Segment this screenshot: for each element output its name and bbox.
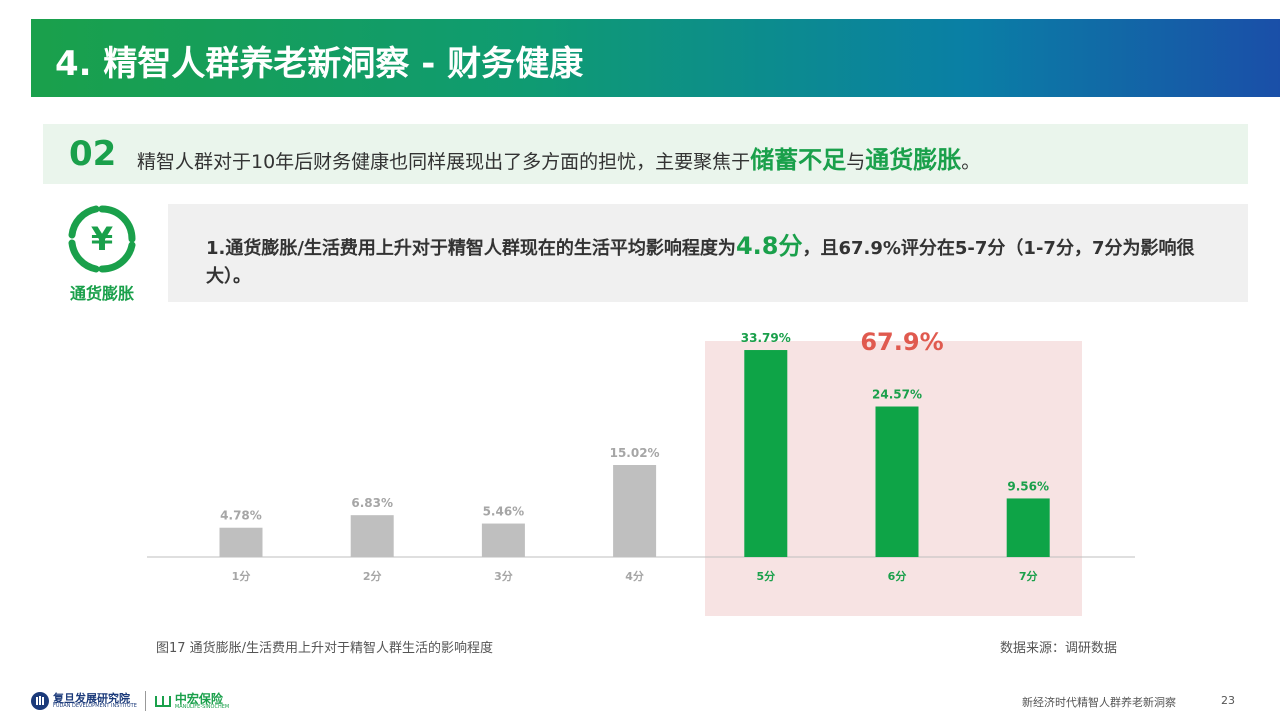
manulife-name: 中宏保险: [174, 691, 223, 706]
page-number: 23: [1221, 694, 1235, 707]
bar-6: [875, 406, 919, 557]
page-title: 4. 精智人群养老新洞察 - 财务健康: [55, 44, 584, 84]
fudan-logo: 复旦发展研究院 FUDAN DEVELOPMENT INSTITUTE: [30, 691, 137, 711]
bar-5: [744, 350, 788, 557]
subtitle-after: 。: [961, 151, 981, 173]
value-label-5: 33.79%: [741, 331, 791, 345]
tick-label-2: 2分: [363, 569, 382, 583]
tick-label-3: 3分: [494, 569, 513, 583]
subtitle-highlight-savings: 储蓄不足: [750, 146, 847, 174]
subtitle-connector: 与: [846, 151, 866, 173]
section-number: 02: [69, 134, 117, 174]
figure-caption: 图17 通货膨胀/生活费用上升对于精智人群生活的影响程度: [156, 641, 494, 656]
footer-logos: 复旦发展研究院 FUDAN DEVELOPMENT INSTITUTE 中宏保险…: [30, 688, 229, 714]
manulife-logo: 中宏保险 MANULIFE-SINOCHEM: [154, 692, 229, 710]
highlight-total-label: 67.9%: [860, 328, 943, 356]
header-banner: 4. 精智人群养老新洞察 - 财务健康: [31, 19, 1280, 97]
tick-label-1: 1分: [232, 569, 251, 583]
yen-glyph: ¥: [91, 220, 113, 258]
tick-label-4: 4分: [625, 569, 644, 583]
subtitle-bar: 02 精智人群对于10年后财务健康也同样展现出了多方面的担忧，主要聚焦于储蓄不足…: [43, 124, 1248, 184]
manulife-emblem-icon: [154, 696, 171, 707]
bar-7: [1006, 498, 1050, 557]
subtitle-before: 精智人群对于10年后财务健康也同样展现出了多方面的担忧，主要聚焦于: [137, 151, 751, 173]
finding-highlight-score: 4.8分: [735, 232, 803, 260]
logo-divider: [144, 691, 146, 711]
bar-4: [613, 465, 657, 557]
bar-2: [350, 515, 394, 557]
value-label-2: 6.83%: [351, 496, 393, 510]
value-label-6: 24.57%: [872, 388, 922, 402]
fudan-name-en: FUDAN DEVELOPMENT INSTITUTE: [53, 703, 137, 709]
finding-box: 1.通货膨胀/生活费用上升对于精智人群现在的生活平均影响程度为4.8分，且67.…: [168, 204, 1248, 302]
value-label-3: 5.46%: [483, 505, 525, 519]
subtitle-highlight-inflation: 通货膨胀: [865, 146, 962, 174]
fudan-emblem-icon: [31, 692, 49, 710]
fudan-name: 复旦发展研究院: [53, 692, 130, 705]
tick-label-6: 6分: [888, 569, 907, 583]
bar-3: [481, 523, 525, 557]
tick-label-7: 7分: [1019, 569, 1038, 583]
bar-1: [219, 527, 263, 557]
yen-icon: ¥: [68, 205, 136, 273]
finding-before: 1.通货膨胀/生活费用上升对于精智人群现在的生活平均影响程度为: [206, 238, 736, 259]
value-label-7: 9.56%: [1007, 479, 1049, 493]
finding-after: ，且67.9%评分在5-7分（1-7分，7分为影响很大）。: [206, 238, 1195, 287]
value-label-1: 4.78%: [220, 509, 262, 523]
data-source: 数据来源：调研数据: [1000, 641, 1118, 656]
subtitle-text: 精智人群对于10年后财务健康也同样展现出了多方面的担忧，主要聚焦于储蓄不足与通货…: [137, 140, 980, 175]
tick-label-5: 5分: [756, 569, 775, 583]
manulife-name-en: MANULIFE-SINOCHEM: [174, 703, 230, 710]
footer-title: 新经济时代精智人群养老新洞察: [1022, 696, 1176, 709]
value-label-4: 15.02%: [610, 446, 660, 460]
finding-text: 1.通货膨胀/生活费用上升对于精智人群现在的生活平均影响程度为4.8分，且67.…: [206, 232, 1226, 291]
inflation-icon-block: ¥ 通货膨胀: [66, 203, 138, 303]
icon-label: 通货膨胀: [69, 284, 134, 303]
